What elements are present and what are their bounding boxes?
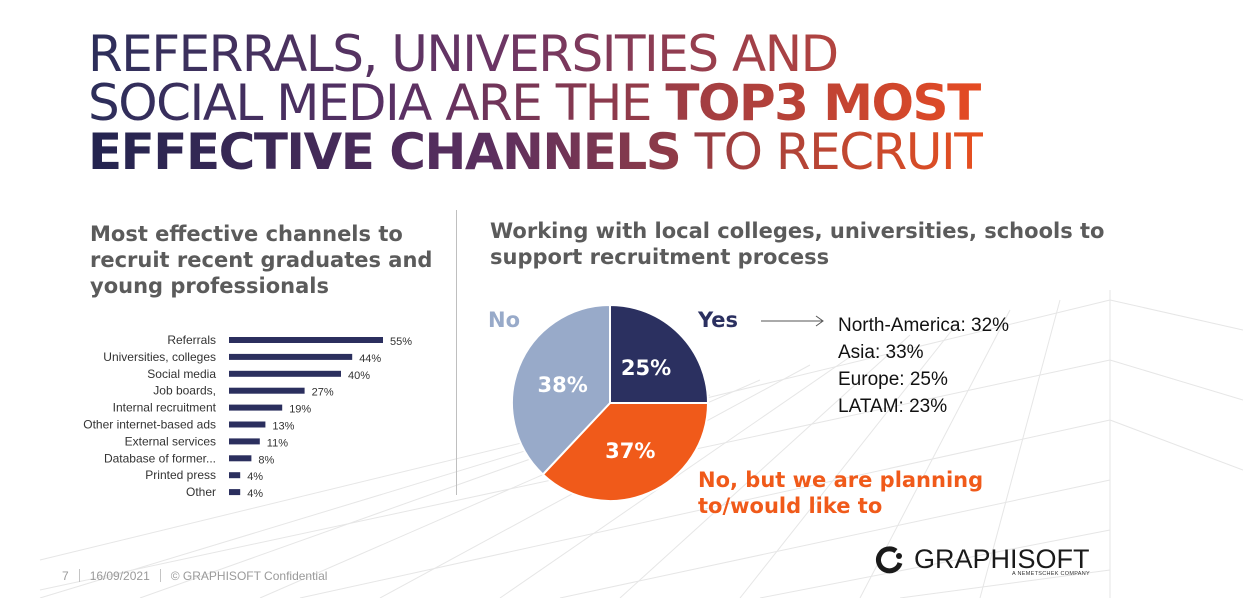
arrow-right-icon: [761, 315, 824, 327]
bar-category-label: Social media: [147, 367, 216, 381]
bar: [229, 337, 383, 343]
bar-value-label: 11%: [267, 437, 288, 449]
bar: [229, 353, 353, 360]
channels-bar-chart: Referrals 55% Universities, colleges 44% Soc…: [83, 333, 412, 500]
footer-date: 16/09/2021: [89, 569, 150, 583]
headline-line-1: REFERRALS, UNIVERSITIES AND: [88, 29, 983, 79]
bar-value-label: 13%: [272, 421, 294, 433]
bar-value-label: 4%: [247, 488, 263, 500]
pie-label-yes: Yes: [698, 308, 739, 332]
bar-category-label: Database of former...: [104, 451, 216, 465]
pie-slice-label: 37%: [605, 439, 655, 463]
recruitment-pie-chart: 25% 37% 38%: [510, 303, 710, 503]
footer-divider: [159, 569, 161, 582]
bar-category-label: Other internet-based ads: [83, 418, 216, 432]
bar-category-label: Printed press: [145, 468, 216, 482]
bar: [229, 387, 305, 394]
logo-tagline: A NEMETSCHEK COMPANY: [1012, 571, 1091, 577]
pie-slice-label: 25%: [621, 356, 671, 380]
bar-category-label: Internal recruitment: [113, 401, 217, 415]
bar-value-label: 40%: [348, 370, 370, 382]
bar: [229, 472, 241, 479]
pie-slice-label: 38%: [537, 373, 587, 397]
bar-category-label: Other: [186, 485, 216, 499]
bar: [229, 370, 341, 377]
pie-slice: [541, 402, 710, 503]
bar-value-label: 19%: [289, 404, 311, 416]
footer-divider: [78, 569, 80, 582]
headline-line-3-normal: TO RECRUIT: [680, 123, 984, 181]
footer: 7 16/09/2021 © GRAPHISOFT Confidential: [62, 569, 327, 583]
column-divider: [456, 210, 457, 495]
bar-chart-subtitle: Most effective channels to recruit recen…: [90, 222, 433, 298]
bar-category-label: Job boards,: [153, 384, 216, 398]
region-asia: Asia: 33%: [838, 342, 924, 363]
pie-slice: [609, 303, 710, 404]
pie-slice: [510, 303, 611, 476]
logo-wordmark: GRAPHISOFT: [914, 544, 1090, 574]
graphisoft-logo: GRAPHISOFT A NEMETSCHEK COMPANY: [872, 543, 1102, 583]
footer-confidential: © GRAPHISOFT Confidential: [170, 569, 328, 583]
bar: [229, 489, 241, 496]
bar-value-label: 27%: [312, 387, 334, 399]
bar-value-label: 4%: [247, 471, 263, 483]
bar: [229, 455, 252, 462]
headline-line-2: SOCIAL MEDIA ARE THE TOP3 MOST: [88, 79, 983, 128]
bar-category-label: Referrals: [167, 333, 216, 347]
bar-value-label: 55%: [390, 336, 412, 348]
headline-line-3: EFFECTIVE CHANNELS TO RECRUIT: [88, 128, 983, 177]
bar: [229, 421, 266, 428]
graphisoft-logo-icon: [875, 546, 903, 574]
yes-region-breakdown: North-America: 32% Asia: 33% Europe: 25%…: [838, 312, 1009, 420]
headline: REFERRALS, UNIVERSITIES AND SOCIAL MEDIA…: [88, 29, 983, 177]
bar-value-label: 44%: [359, 353, 381, 365]
bar: [229, 404, 283, 411]
region-latam: LATAM: 23%: [838, 396, 948, 417]
pie-chart-subtitle: Working with local colleges, universitie…: [490, 219, 1105, 269]
pie-label-no: No: [488, 308, 521, 332]
pie-label-planning: No, but we are planning to/would like to: [698, 468, 984, 518]
bar-category-label: Universities, colleges: [103, 350, 216, 364]
bar: [229, 438, 260, 445]
bar-category-label: External services: [125, 434, 216, 448]
region-north-america: North-America: 32%: [838, 315, 1010, 336]
region-europe: Europe: 25%: [838, 369, 948, 390]
headline-line-3-bold: EFFECTIVE CHANNELS: [88, 123, 681, 181]
page-number: 7: [62, 569, 69, 583]
bar-value-label: 8%: [258, 454, 274, 466]
